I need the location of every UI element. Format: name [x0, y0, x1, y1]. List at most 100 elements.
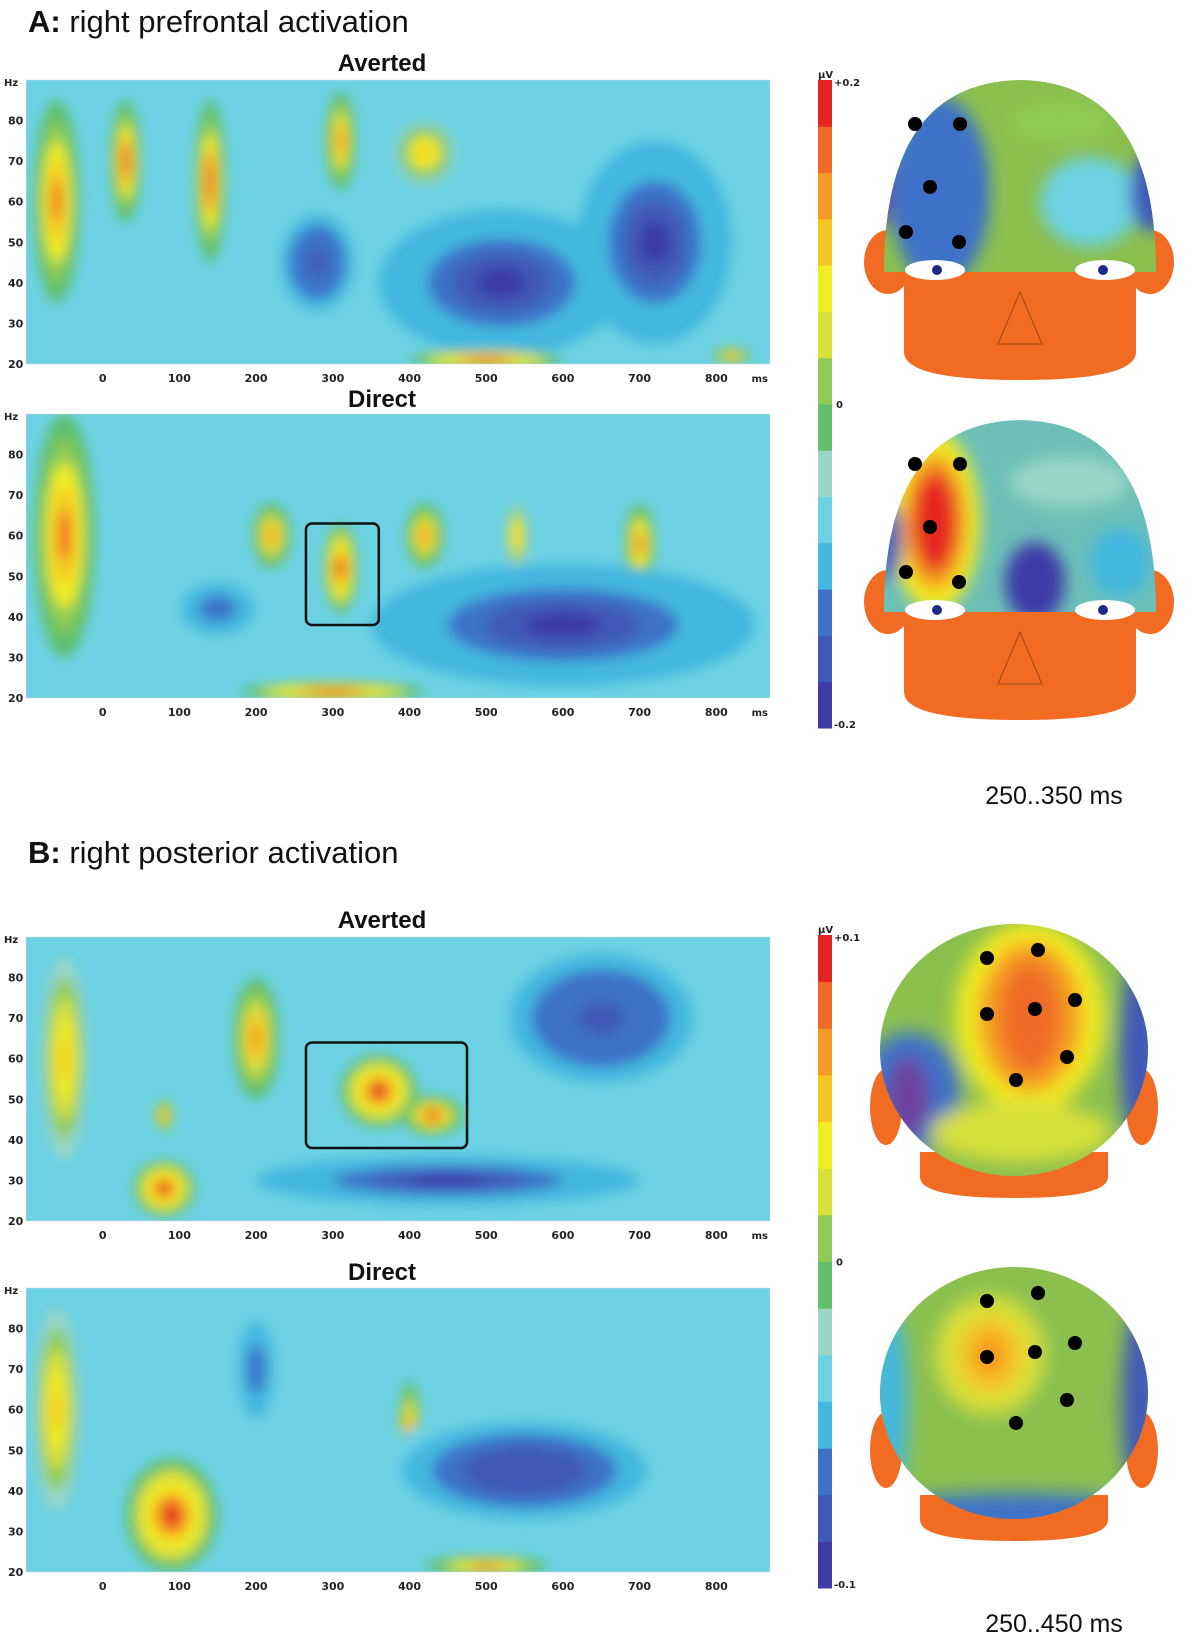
colorbar-swatch: [818, 1541, 832, 1589]
colorbar-swatch: [818, 589, 832, 636]
x-tick-label: 700: [628, 372, 651, 385]
heatmap-blob-5-level-4: [477, 268, 527, 298]
y-unit-label: Hz: [4, 935, 18, 946]
y-tick-label: 70: [8, 489, 24, 502]
colorbar-swatch: [818, 981, 832, 1029]
a-averted-heatmap: Hz 20 30 40 50 60 70 80 0 100 200 300 400 500 600 700 80…: [0, 74, 771, 398]
colorbar-swatch: [818, 1028, 832, 1076]
colorbar-swatch: [818, 542, 832, 590]
y-tick-label: 40: [8, 1485, 24, 1498]
heatmap-blob-9-level-4: [727, 353, 736, 358]
highlight-box: [304, 1041, 469, 1150]
x-tick-label: 0: [99, 1229, 107, 1242]
x-tick-label: 600: [551, 372, 574, 385]
x-tick-label: 800: [705, 1580, 728, 1593]
colorbar-swatch: [818, 1121, 832, 1169]
x-unit-label: ms: [752, 374, 768, 385]
a-direct-topomap: [860, 402, 1204, 757]
heatmap-blob-4-level-4: [162, 1112, 167, 1119]
y-tick-label: 50: [8, 570, 24, 583]
section-a-letter: A:: [28, 4, 61, 39]
colorbar-swatch: [818, 265, 832, 312]
section-b-text: right posterior activation: [69, 835, 399, 870]
y-unit-label: Hz: [4, 1286, 18, 1297]
y-tick-label: 60: [8, 1404, 24, 1417]
highlight-box: [304, 522, 381, 627]
heatmap-blob-5-level-4: [409, 1175, 487, 1186]
a-averted-title: Averted: [337, 50, 427, 77]
colorbar-unit: µV: [818, 70, 833, 81]
colorbar-swatch: [818, 635, 832, 683]
x-tick-label: 400: [398, 706, 421, 719]
heatmap-blob-8-level-4: [314, 689, 352, 694]
heatmap-blob-4-level-4: [514, 529, 520, 543]
x-tick-label: 400: [398, 372, 421, 385]
a-direct-title: Direct: [347, 386, 417, 413]
heatmap-blob-2-level-4: [267, 529, 276, 543]
y-tick-label: 30: [8, 1174, 24, 1187]
y-tick-label: 80: [8, 972, 24, 985]
x-tick-label: 700: [628, 1229, 651, 1242]
heatmap-blob-0-level-4: [52, 181, 62, 222]
heatmap-blob-3-level-4: [421, 529, 429, 543]
x-tick-label: 500: [475, 1229, 498, 1242]
section-b-letter: B:: [28, 835, 61, 870]
x-tick-label: 0: [99, 706, 107, 719]
a-colorbar: µV+0.2 0 -0.2: [818, 70, 860, 731]
heatmap-blob-3-level-4: [473, 1563, 499, 1568]
heatmap-blob-2-level-4: [207, 165, 214, 198]
heatmap-blob-7-level-4: [251, 1026, 261, 1051]
heatmap-blob-2-level-4: [426, 1111, 439, 1120]
x-tick-label: 700: [628, 1580, 651, 1593]
b-direct-heatmap: Hz 20 30 40 50 60 70 80 0 100 200 300 400 500 600 700 80…: [0, 1282, 771, 1606]
colorbar-swatch: [818, 1354, 832, 1402]
x-tick-label: 300: [321, 1229, 344, 1242]
colorbar-min: -0.2: [834, 720, 856, 731]
y-tick-label: 70: [8, 1363, 24, 1376]
colorbar-swatch: [818, 404, 832, 451]
colorbar-swatch: [818, 1214, 832, 1262]
heatmap-blob-5-level-4: [251, 1356, 261, 1382]
heatmap-blob-7-level-4: [208, 602, 227, 616]
x-tick-label: 0: [99, 372, 107, 385]
colorbar-swatch: [818, 1401, 832, 1449]
a-time-range: 250..350 ms: [985, 782, 1123, 810]
x-tick-label: 300: [321, 372, 344, 385]
x-tick-label: 600: [551, 706, 574, 719]
colorbar-swatch: [818, 681, 832, 729]
heatmap-blob-8-level-4: [470, 357, 502, 362]
x-tick-label: 100: [168, 1580, 191, 1593]
colorbar-mid: 0: [836, 400, 843, 411]
colorbar-max: +0.1: [834, 933, 860, 944]
y-tick-label: 60: [8, 530, 24, 543]
y-tick-label: 40: [8, 611, 24, 624]
x-tick-label: 800: [705, 1229, 728, 1242]
heatmap-blob-3-level-4: [337, 131, 344, 151]
a-averted-topomap: [860, 62, 1204, 417]
b-time-range: 250..450 ms: [985, 1610, 1123, 1638]
heatmap-blob-1-level-4: [371, 1083, 387, 1099]
section-a-title: A: right prefrontal activation: [28, 4, 409, 40]
x-tick-label: 200: [245, 372, 268, 385]
heatmap-blob-1-level-4: [337, 559, 344, 578]
colorbar-swatch: [818, 1494, 832, 1542]
colorbar-swatch: [818, 1168, 832, 1216]
y-tick-label: 20: [8, 358, 24, 371]
b-averted-heatmap: Hz 20 30 40 50 60 70 80 0 100 200 300 400 500 600 700 80…: [0, 931, 771, 1255]
x-tick-label: 400: [398, 1580, 421, 1593]
colorbar-swatch: [818, 172, 832, 220]
y-tick-label: 50: [8, 1444, 24, 1457]
x-tick-label: 800: [705, 706, 728, 719]
x-tick-label: 300: [321, 1580, 344, 1593]
y-tick-label: 70: [8, 1012, 24, 1025]
colorbar-swatch: [818, 126, 832, 174]
section-b-title: B: right posterior activation: [28, 835, 398, 871]
colorbar-swatch: [818, 1074, 832, 1123]
x-tick-label: 200: [245, 1580, 268, 1593]
heatmap-blob-7-level-4: [308, 250, 327, 275]
y-tick-label: 80: [8, 1323, 24, 1336]
y-tick-label: 60: [8, 1053, 24, 1066]
colorbar-swatch: [818, 1261, 832, 1309]
x-tick-label: 500: [475, 706, 498, 719]
colorbar-swatch: [818, 1448, 832, 1496]
